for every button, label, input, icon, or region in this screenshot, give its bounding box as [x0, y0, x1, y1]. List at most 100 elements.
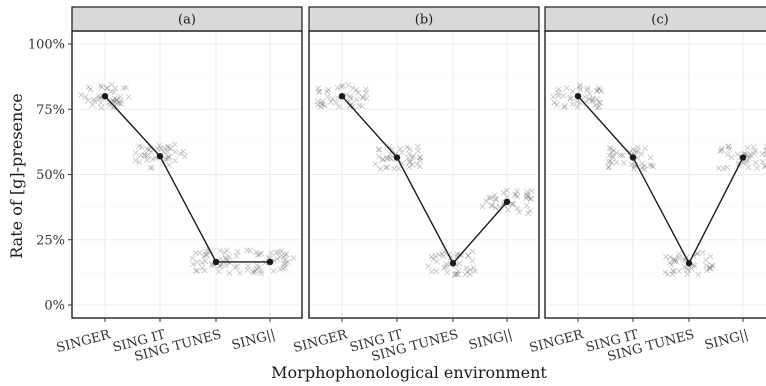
observation-cross	[725, 143, 732, 150]
observation-cross	[439, 250, 446, 257]
observation-cross	[684, 271, 691, 277]
observation-cross	[277, 266, 284, 272]
observation-cross	[177, 150, 184, 157]
observation-cross	[274, 256, 280, 262]
mean-point	[503, 198, 511, 206]
observation-cross	[110, 104, 117, 111]
observation-cross	[327, 98, 334, 105]
observation-cross	[763, 147, 766, 154]
observation-cross	[619, 152, 626, 159]
observation-cross	[662, 269, 668, 276]
observation-cross	[377, 166, 384, 172]
observation-cross	[710, 262, 716, 269]
mean-point	[739, 154, 747, 161]
x-tick-label: SING||	[230, 327, 277, 353]
observation-cross	[380, 156, 387, 163]
observation-cross	[514, 205, 521, 212]
observation-cross	[638, 151, 645, 157]
mean-line	[104, 95, 270, 263]
observation-cross	[106, 99, 112, 106]
observation-cross	[455, 267, 461, 274]
observation-cross	[608, 149, 615, 155]
observation-cross	[397, 145, 404, 152]
observation-cross	[165, 153, 172, 160]
facet-strip	[544, 6, 766, 32]
observation-cross	[417, 154, 424, 161]
observation-cross	[116, 100, 123, 107]
observation-cross	[180, 148, 187, 155]
observation-cross	[98, 84, 105, 91]
observation-cross	[504, 193, 510, 200]
observation-cross	[290, 254, 297, 261]
observation-cross	[589, 97, 595, 104]
observation-cross	[451, 271, 458, 278]
observation-cross	[465, 252, 471, 259]
observation-cross	[718, 147, 725, 154]
observation-cross	[106, 102, 113, 109]
observation-cross	[613, 150, 620, 156]
observation-cross	[718, 145, 725, 152]
observation-cross	[384, 164, 390, 171]
observation-cross	[136, 143, 143, 149]
observation-cross	[384, 155, 391, 162]
observation-cross	[172, 148, 179, 155]
observation-cross	[444, 269, 451, 276]
observation-cross	[410, 153, 416, 160]
observation-cross	[251, 269, 258, 276]
observation-cross	[136, 159, 143, 166]
observation-cross	[594, 104, 601, 111]
observation-cross	[223, 256, 229, 262]
observation-cross	[244, 247, 251, 254]
observation-cross	[336, 103, 343, 110]
observation-cross	[574, 99, 581, 105]
observation-cross	[670, 268, 677, 275]
observation-cross	[516, 209, 523, 216]
observation-cross	[226, 254, 233, 260]
observation-cross	[96, 95, 102, 102]
observation-cross	[146, 146, 153, 153]
observation-cross	[488, 202, 495, 209]
observation-cross	[754, 165, 761, 171]
observation-cross	[589, 98, 596, 104]
observation-cross	[443, 264, 449, 270]
observation-cross	[703, 256, 709, 263]
observation-cross	[409, 155, 416, 161]
observation-cross	[234, 248, 241, 255]
observation-cross	[434, 258, 440, 265]
observation-cross	[528, 195, 534, 202]
observation-cross	[114, 99, 121, 106]
observation-cross	[280, 265, 287, 272]
observation-cross	[752, 148, 759, 154]
observation-cross	[563, 85, 570, 91]
observation-cross	[324, 88, 330, 95]
observation-cross	[118, 101, 124, 107]
observation-cross	[417, 154, 423, 161]
observation-cross	[233, 253, 240, 260]
observation-cross	[417, 163, 423, 170]
observation-cross	[759, 158, 766, 165]
observation-cross	[149, 164, 156, 171]
observation-cross	[334, 84, 341, 91]
observation-cross	[107, 88, 114, 95]
observation-cross	[356, 102, 363, 109]
observation-cross	[329, 96, 336, 102]
observation-cross	[376, 153, 383, 160]
observation-cross	[111, 95, 118, 102]
observation-cross	[699, 249, 706, 256]
observation-cross	[85, 84, 92, 91]
observation-cross	[555, 92, 562, 99]
observation-cross	[610, 154, 617, 160]
observation-cross	[465, 252, 472, 259]
observation-cross	[375, 146, 382, 153]
observation-cross	[635, 144, 641, 151]
observation-cross	[234, 263, 241, 270]
observation-cross	[104, 85, 110, 91]
observation-cross	[217, 263, 224, 270]
observation-cross	[746, 155, 752, 161]
observation-cross	[117, 93, 124, 100]
observation-cross	[596, 103, 603, 110]
observation-cross	[359, 103, 365, 109]
observation-cross	[626, 149, 633, 155]
observation-cross	[649, 162, 656, 169]
